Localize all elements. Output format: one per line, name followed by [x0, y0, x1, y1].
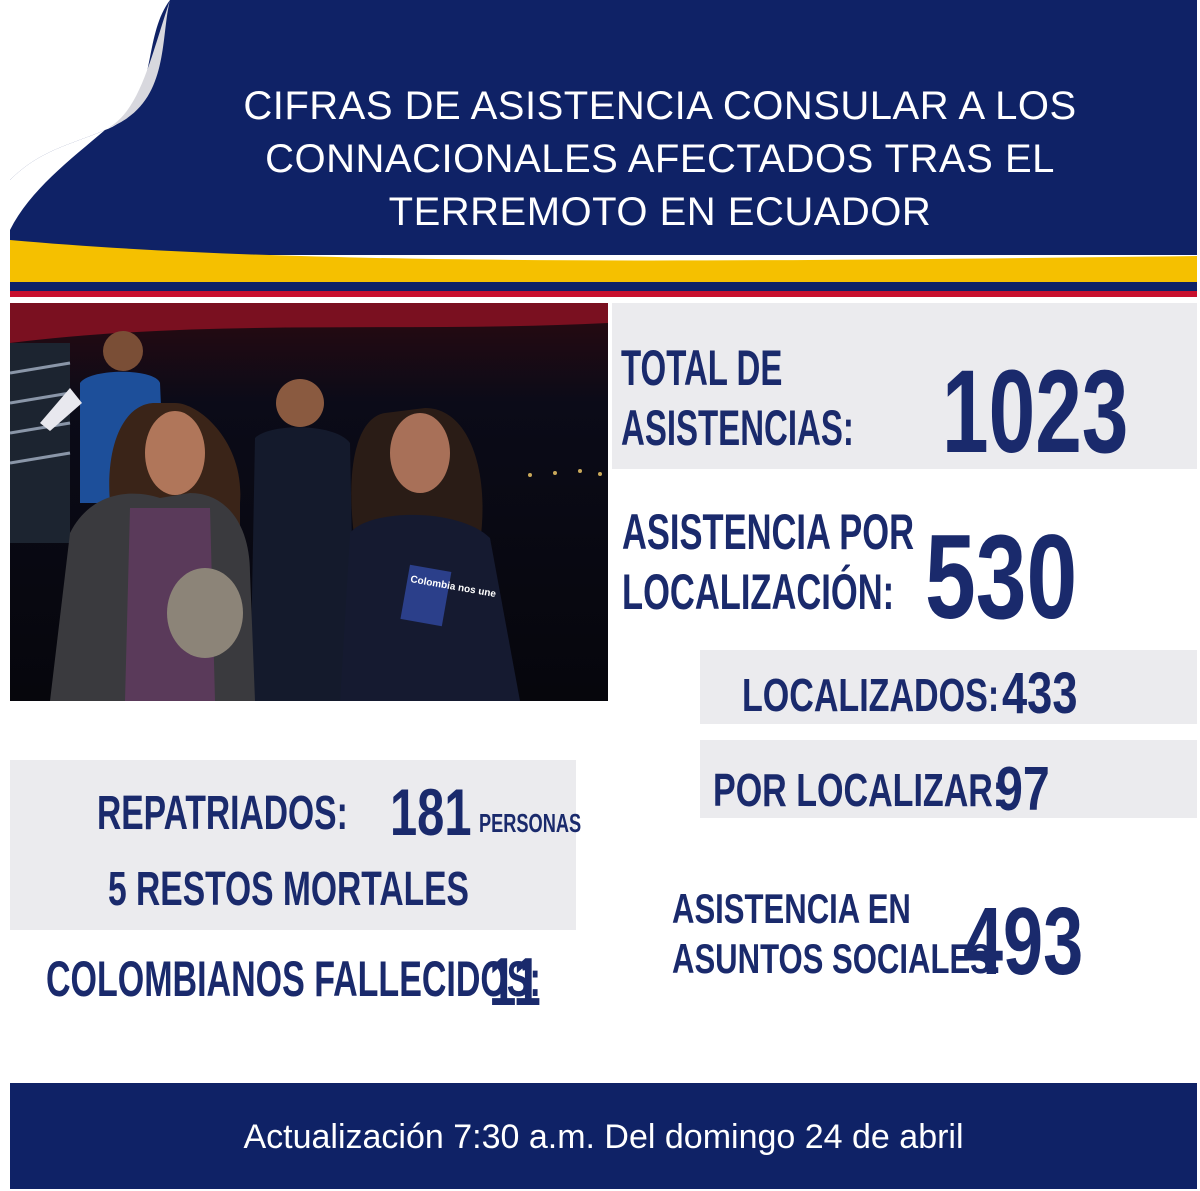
sociales-label: ASISTENCIA EN ASUNTOS SOCIALES: [672, 884, 1001, 984]
por-localizar-value: 97 [996, 755, 1050, 824]
panel-localizados [700, 650, 1197, 724]
localizados-label: LOCALIZADOS: [742, 669, 1000, 721]
flag-stripe-yellow [10, 262, 1197, 282]
total-label-line-1: TOTAL DE [621, 340, 783, 396]
footer-bar [10, 1083, 1197, 1189]
total-label: TOTAL DE ASISTENCIAS: [621, 338, 854, 458]
panel-por-localizar [700, 740, 1197, 818]
fallecidos-label: COLOMBIANOS FALLECIDOS: [46, 951, 541, 1007]
fallecidos-value: 11 [489, 944, 541, 1020]
header-banner [10, 0, 1197, 255]
flag-stripe-red [10, 291, 1197, 297]
title-line-3: TERREMOTO EN ECUADOR [388, 190, 932, 234]
repatriados-label: REPATRIADOS: [97, 787, 348, 840]
photo-illustration: Colombia nos une [10, 303, 608, 701]
restos-mortales: 5 RESTOS MORTALES [108, 863, 469, 916]
sociales-value: 493 [963, 888, 1084, 995]
total-value: 1023 [942, 346, 1129, 478]
repatriados-unit: PERSONAS [479, 808, 582, 838]
panel-total [612, 303, 1197, 469]
title-line-2: CONNACIONALES AFECTADOS TRAS EL [265, 137, 1055, 181]
page-title: CIFRAS DE ASISTENCIA CONSULAR A LOS CONN… [140, 80, 1180, 239]
title-line-1: CIFRAS DE ASISTENCIA CONSULAR A LOS [243, 84, 1077, 128]
localizacion-value: 530 [925, 510, 1078, 644]
total-label-line-2: ASISTENCIAS: [621, 400, 854, 456]
repatriados-value: 181 [390, 775, 472, 849]
photo-assistance: Colombia nos une [10, 303, 608, 701]
sociales-label-line-2: ASUNTOS SOCIALES: [672, 935, 1002, 982]
sociales-label-line-1: ASISTENCIA EN [672, 885, 911, 932]
page-curl-decoration [10, 0, 170, 230]
localizacion-label: ASISTENCIA POR LOCALIZACIÓN: [622, 502, 914, 622]
localizacion-label-line-2: LOCALIZACIÓN: [622, 564, 895, 620]
footer-update-text: Actualización 7:30 a.m. Del domingo 24 d… [243, 1118, 964, 1156]
localizados-value: 433 [1002, 661, 1078, 726]
por-localizar-label: POR LOCALIZAR: [713, 764, 1005, 816]
flag-stripe-blue [10, 282, 1197, 291]
header-wave [10, 240, 1197, 266]
panel-repatriados [10, 760, 576, 930]
localizacion-label-line-1: ASISTENCIA POR [622, 504, 915, 560]
